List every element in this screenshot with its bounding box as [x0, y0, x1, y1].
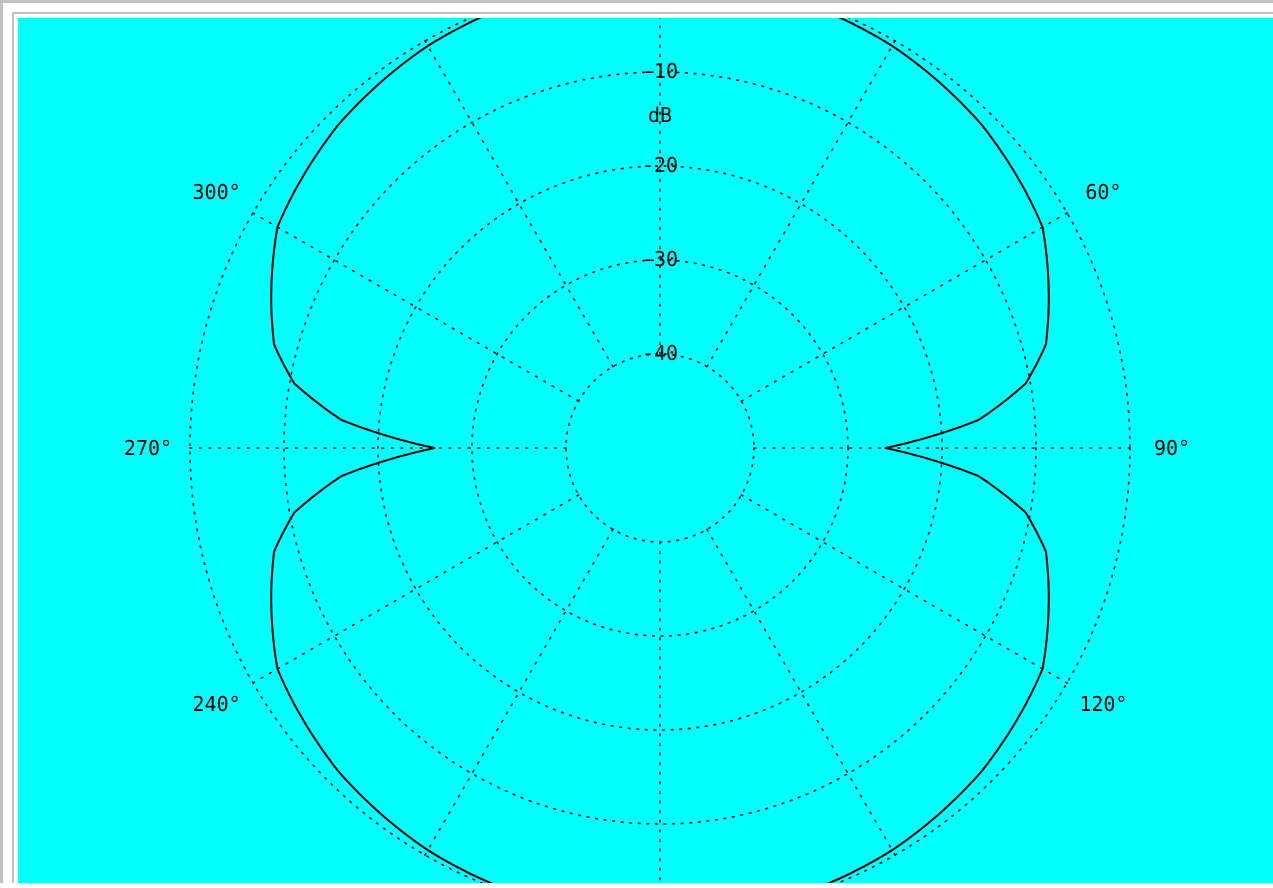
- frame-top-border: [0, 0, 1273, 3]
- plot-area: 30°60°90°120°150°210°240°270°300°330°-10…: [18, 0, 1273, 888]
- angle-tick-label: 210°: [380, 879, 428, 883]
- grid-spoke: [740, 212, 1068, 402]
- grid-ring: [377, 165, 943, 731]
- radial-tick-label: -10: [642, 59, 678, 83]
- angle-tick-label: 150°: [892, 879, 940, 883]
- grid-ring: [471, 259, 849, 637]
- angle-tick-label: 90°: [1154, 436, 1190, 460]
- grid-ring: [283, 71, 1037, 825]
- pattern-curve: [270, 0, 1050, 888]
- grid-spoke: [706, 40, 896, 368]
- angle-tick-label: 60°: [1085, 180, 1121, 204]
- radial-tick-label: -30: [642, 247, 678, 271]
- frame-left-border: [0, 0, 3, 883]
- radial-tick-label: -40: [642, 341, 678, 365]
- polar-grid: [189, 0, 1131, 888]
- angle-tick-label: 300°: [193, 180, 241, 204]
- pattern-curve-group: [270, 0, 1050, 888]
- radial-tick-label: -20: [642, 153, 678, 177]
- radial-unit-label: dB: [648, 103, 672, 127]
- grid-spoke: [424, 40, 614, 368]
- frame-inner-left-border: [12, 12, 14, 883]
- polar-chart: 30°60°90°120°150°210°240°270°300°330°-10…: [124, 0, 1190, 888]
- angle-tick-label: 270°: [124, 436, 172, 460]
- grid-spoke: [252, 494, 580, 684]
- grid-ring: [565, 353, 755, 543]
- grid-spoke: [424, 528, 614, 856]
- angle-tick-label: 120°: [1079, 692, 1127, 716]
- frame-inner-top-border: [12, 12, 1273, 14]
- grid-spoke: [706, 528, 896, 856]
- angle-tick-label: 240°: [193, 692, 241, 716]
